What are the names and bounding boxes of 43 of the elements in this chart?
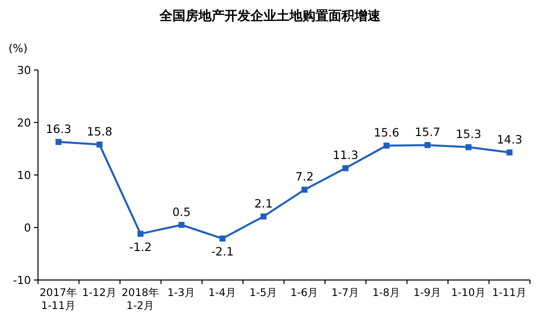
point xyxy=(506,149,512,156)
x-tick-label: 1-12月 xyxy=(82,287,117,299)
x-tick-label: 1-7月 xyxy=(331,287,360,299)
x-tick-label: 1-3月 xyxy=(167,287,196,299)
y-tick-label: 20 xyxy=(17,116,31,130)
y-tick-label: 0 xyxy=(24,222,31,234)
x-tick-label: 1-10月 xyxy=(451,287,486,299)
y-axis-title: (%) xyxy=(8,42,28,55)
y-tick-label: 30 xyxy=(17,64,31,77)
point xyxy=(96,142,102,148)
point xyxy=(302,186,308,193)
y-tick-label: 10 xyxy=(17,169,31,182)
data-label: 15.7 xyxy=(414,125,440,140)
data-label: 14.3 xyxy=(496,132,522,146)
x-tick-label: 1-9月 xyxy=(413,287,442,299)
data-label: 0.5 xyxy=(172,204,191,219)
x-tick-label: 2017年 1-11月 xyxy=(40,287,78,312)
x-tick-label: 1-8月 xyxy=(372,287,401,299)
data-label: 15.3 xyxy=(456,127,482,142)
x-tick-label: 1-6月 xyxy=(290,287,319,299)
point xyxy=(384,142,390,149)
point xyxy=(56,138,62,145)
data-label: 15.8 xyxy=(86,124,112,139)
x-tick-label: 1-11月 xyxy=(492,287,527,299)
point xyxy=(466,144,472,150)
data-label: 2.1 xyxy=(254,196,273,210)
x-tick-label: 1-4月 xyxy=(208,287,237,299)
x-tick-label: 1-5月 xyxy=(249,287,278,299)
point xyxy=(220,236,226,242)
x-tick-label: 2018年 1-2月 xyxy=(122,287,160,312)
point xyxy=(178,222,184,228)
point xyxy=(138,230,144,237)
data-label: 16.3 xyxy=(46,122,72,136)
data-label: 7.2 xyxy=(295,170,314,184)
point xyxy=(342,165,348,172)
data-label: -1.2 xyxy=(129,240,152,254)
chart-title: 全国房地产开发企业土地购置面积增速 xyxy=(158,8,382,24)
data-label: 15.6 xyxy=(374,126,400,140)
data-label: -2.1 xyxy=(211,244,234,259)
data-label: 11.3 xyxy=(332,148,358,162)
point xyxy=(260,213,266,220)
point xyxy=(424,142,430,148)
y-tick-label: -10 xyxy=(13,274,31,287)
